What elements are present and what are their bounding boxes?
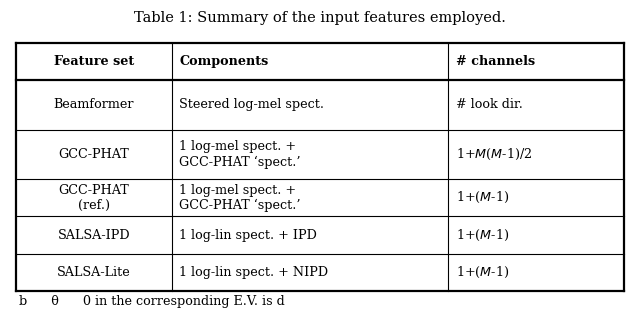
Text: Table 1: Summary of the input features employed.: Table 1: Summary of the input features e… xyxy=(134,11,506,25)
Text: b      θ      0 in the corresponding E.V. is d: b θ 0 in the corresponding E.V. is d xyxy=(19,295,285,308)
Text: 1+($M$-1): 1+($M$-1) xyxy=(456,190,509,205)
Text: Feature set: Feature set xyxy=(54,55,134,68)
Text: SALSA-IPD: SALSA-IPD xyxy=(58,228,130,242)
Text: GCC-PHAT
(ref.): GCC-PHAT (ref.) xyxy=(58,184,129,212)
Text: SALSA-Lite: SALSA-Lite xyxy=(57,266,131,279)
Text: 1+$M$($M$-1)/2: 1+$M$($M$-1)/2 xyxy=(456,147,532,162)
Text: 1 log-mel spect. +
GCC-PHAT ‘spect.’: 1 log-mel spect. + GCC-PHAT ‘spect.’ xyxy=(179,140,301,168)
Text: 1+($M$-1): 1+($M$-1) xyxy=(456,265,509,280)
Text: 1 log-mel spect. +
GCC-PHAT ‘spect.’: 1 log-mel spect. + GCC-PHAT ‘spect.’ xyxy=(179,184,301,212)
Text: 1+($M$-1): 1+($M$-1) xyxy=(456,228,509,243)
Text: Beamformer: Beamformer xyxy=(54,98,134,111)
Text: 1 log-lin spect. + NIPD: 1 log-lin spect. + NIPD xyxy=(179,266,328,279)
Text: # channels: # channels xyxy=(456,55,535,68)
Text: Components: Components xyxy=(179,55,268,68)
Text: GCC-PHAT: GCC-PHAT xyxy=(58,148,129,161)
Text: # look dir.: # look dir. xyxy=(456,98,522,111)
Text: Steered log-mel spect.: Steered log-mel spect. xyxy=(179,98,324,111)
Text: 1 log-lin spect. + IPD: 1 log-lin spect. + IPD xyxy=(179,228,317,242)
